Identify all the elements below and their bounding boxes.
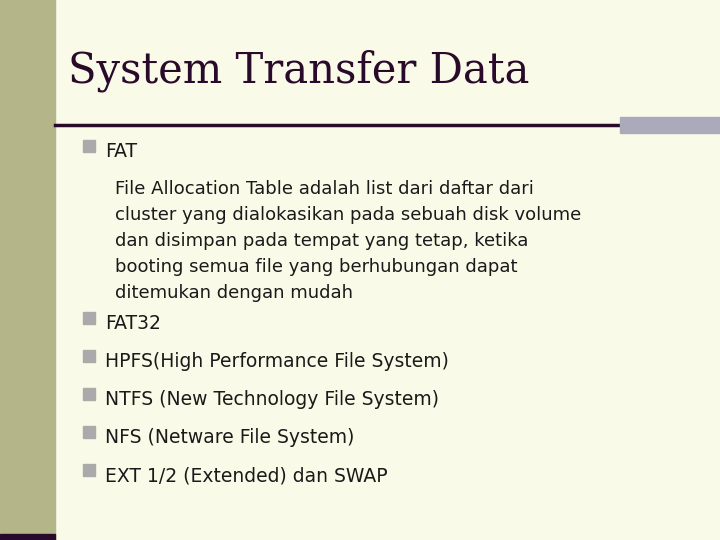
Bar [83, 464, 95, 476]
Text: System Transfer Data: System Transfer Data [68, 50, 529, 92]
Text: cluster yang dialokasikan pada sebuah disk volume: cluster yang dialokasikan pada sebuah di… [115, 206, 581, 224]
Text: FAT: FAT [105, 142, 137, 161]
Bar [83, 388, 95, 400]
Text: NFS (Netware File System): NFS (Netware File System) [105, 428, 354, 447]
Bar [620, 117, 720, 133]
Text: booting semua file yang berhubungan dapat: booting semua file yang berhubungan dapa… [115, 258, 518, 276]
Text: File Allocation Table adalah list dari daftar dari: File Allocation Table adalah list dari d… [115, 180, 534, 198]
Text: dan disimpan pada tempat yang tetap, ketika: dan disimpan pada tempat yang tetap, ket… [115, 232, 528, 250]
Bar [83, 350, 95, 362]
Bar [83, 140, 95, 152]
Bar [0, 534, 55, 540]
Text: ditemukan dengan mudah: ditemukan dengan mudah [115, 284, 353, 302]
Bar [0, 0, 55, 540]
Text: EXT 1/2 (Extended) dan SWAP: EXT 1/2 (Extended) dan SWAP [105, 466, 387, 485]
Bar [83, 312, 95, 324]
Text: HPFS(High Performance File System): HPFS(High Performance File System) [105, 352, 449, 371]
Bar [83, 426, 95, 438]
Text: FAT32: FAT32 [105, 314, 161, 333]
Text: NTFS (New Technology File System): NTFS (New Technology File System) [105, 390, 439, 409]
